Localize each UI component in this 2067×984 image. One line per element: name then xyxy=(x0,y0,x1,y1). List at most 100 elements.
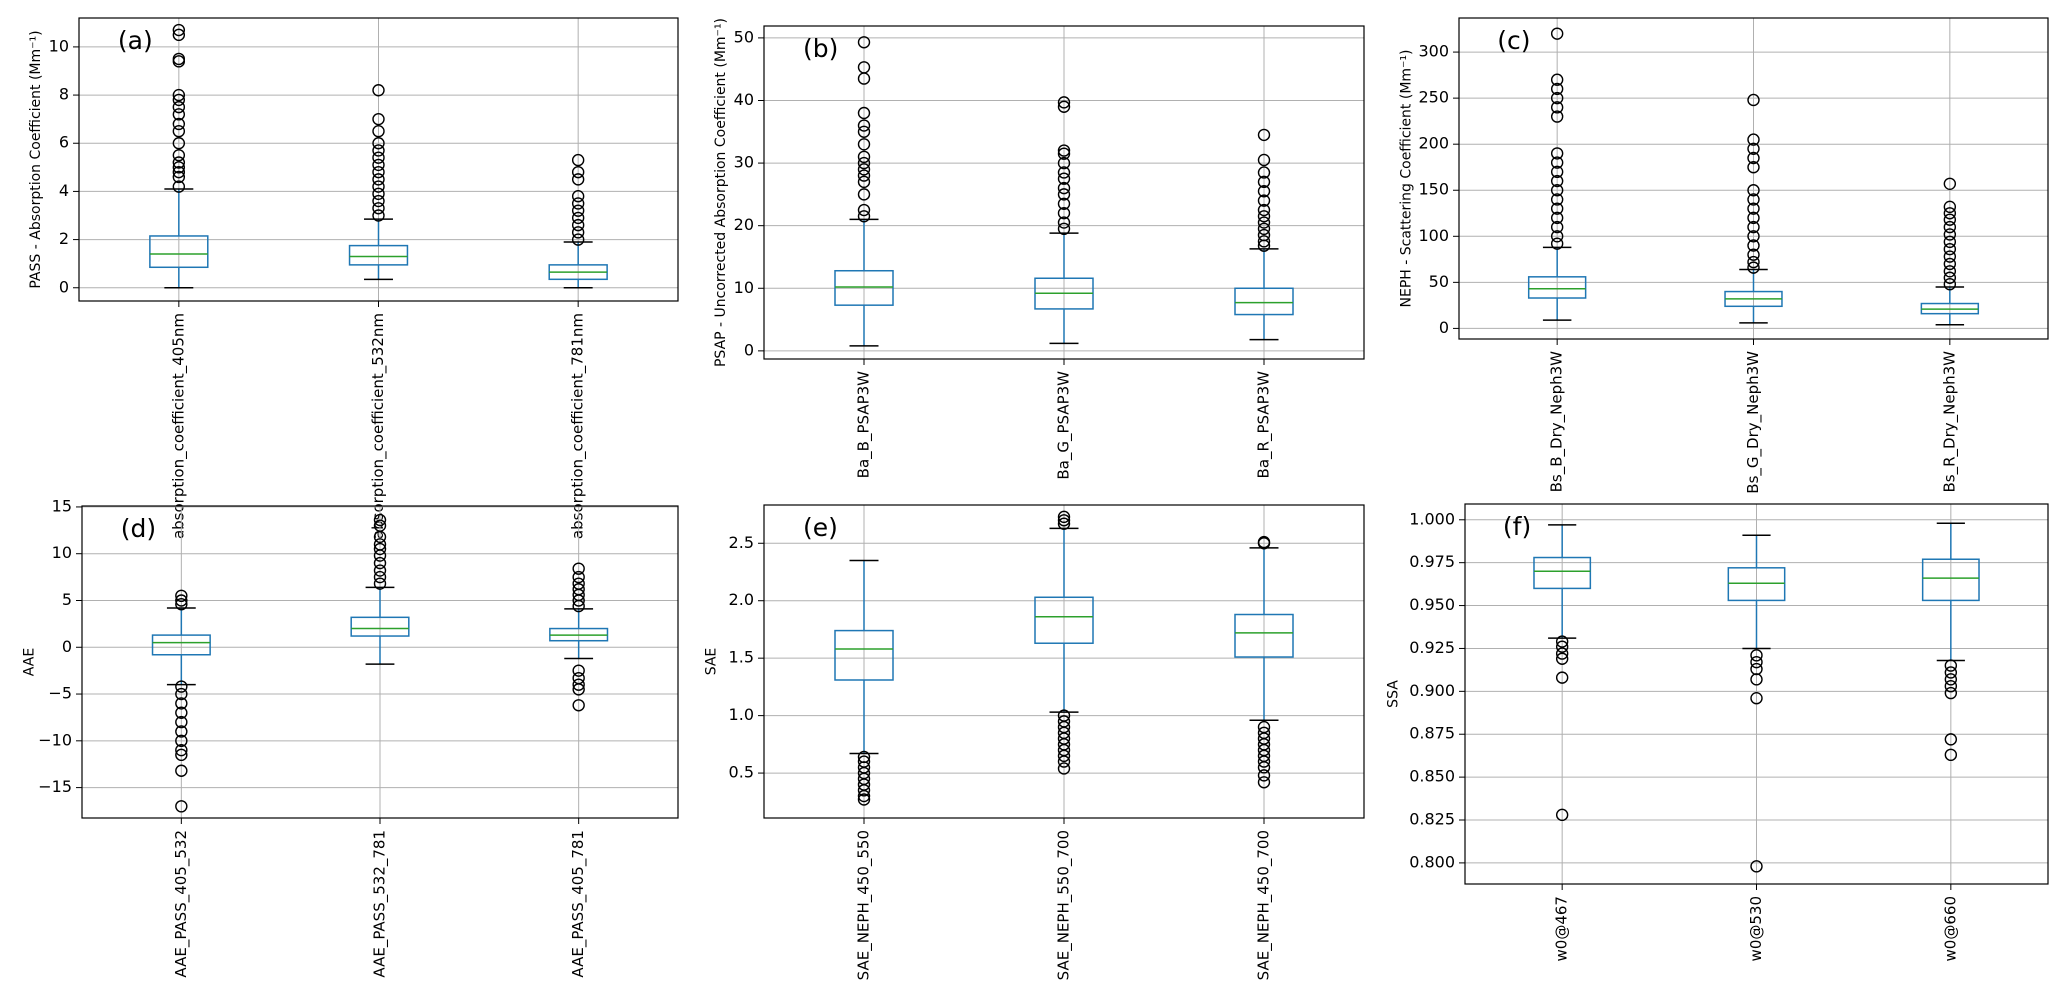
y-tick-label: −10 xyxy=(38,730,72,749)
flier xyxy=(1550,91,1564,105)
flier xyxy=(1057,156,1071,170)
flier xyxy=(1750,655,1763,669)
flier xyxy=(571,190,585,203)
box xyxy=(149,235,209,269)
x-tick-label: absorption_coefficient_405nm xyxy=(169,313,188,539)
flier xyxy=(1550,211,1564,225)
flier xyxy=(1747,261,1760,274)
flier xyxy=(372,84,385,97)
flier xyxy=(175,697,188,710)
y-tick-label: 0 xyxy=(62,637,72,656)
flier xyxy=(172,156,186,169)
flier xyxy=(175,715,188,729)
flier xyxy=(857,36,871,49)
flier xyxy=(175,748,188,762)
flier xyxy=(372,144,385,157)
flier xyxy=(571,218,585,232)
flier xyxy=(175,687,188,701)
flier xyxy=(372,158,385,172)
y-axis-label: NEPH - Scattering Coefficient (Mm⁻¹) xyxy=(1399,50,1415,308)
y-tick-label: −15 xyxy=(38,777,72,796)
axes-frame xyxy=(81,505,679,819)
flier xyxy=(1257,228,1271,242)
flier xyxy=(1057,197,1071,210)
flier xyxy=(1257,185,1271,198)
flier xyxy=(1943,177,1957,190)
y-tick-label: 0.900 xyxy=(1409,681,1455,700)
y-tick-label: 0 xyxy=(744,340,754,359)
flier xyxy=(857,119,871,132)
flier xyxy=(1057,715,1071,728)
flier xyxy=(1550,193,1564,206)
y-axis-label: SAE xyxy=(704,648,720,676)
flier xyxy=(1057,172,1071,185)
flier xyxy=(1550,174,1564,188)
y-tick-label: 100 xyxy=(1418,226,1449,245)
x-tick-label: AAE_PASS_405_781 xyxy=(569,830,588,978)
flier xyxy=(857,61,871,74)
flier xyxy=(1747,93,1760,107)
flier xyxy=(1057,222,1071,236)
flier xyxy=(372,180,385,193)
flier xyxy=(1550,110,1564,123)
x-tick-label: Bs_R_Dry_Neph3W xyxy=(1940,351,1959,493)
y-tick-label: 2 xyxy=(59,229,69,248)
flier xyxy=(1747,161,1760,174)
y-tick-label: 2.5 xyxy=(729,533,754,552)
flier xyxy=(1257,222,1271,236)
flier xyxy=(175,734,188,748)
flier xyxy=(1057,517,1071,530)
x-tick-label: Bs_B_Dry_Neph3W xyxy=(1548,351,1567,493)
flier xyxy=(372,112,385,126)
flier xyxy=(571,173,585,186)
flier xyxy=(857,755,871,768)
flier xyxy=(1257,166,1271,179)
flier xyxy=(1057,762,1071,775)
axes-frame xyxy=(1464,503,2049,885)
y-tick-label: 2.0 xyxy=(729,590,754,609)
box xyxy=(1234,287,1294,316)
flier xyxy=(1057,709,1071,722)
y-tick-label: 40 xyxy=(734,90,754,109)
x-tick-label: absorption_coefficient_781nm xyxy=(569,313,588,539)
flier xyxy=(857,750,871,764)
flier xyxy=(857,169,871,182)
flier xyxy=(372,209,385,222)
flier xyxy=(172,161,186,174)
panel: 0 50 100 150 200 250 300 Bs_B_Dry_Neph3W Bs_G_Dr… xyxy=(1399,17,2049,494)
box xyxy=(1727,567,1786,602)
flier xyxy=(1057,181,1071,195)
flier xyxy=(1943,242,1957,256)
flier xyxy=(1257,175,1271,189)
panel-label: (f) xyxy=(1503,512,1531,541)
y-tick-label: 30 xyxy=(734,153,754,172)
flier xyxy=(1943,257,1957,271)
flier xyxy=(1747,142,1760,155)
flier xyxy=(571,226,585,239)
axes-frame xyxy=(1458,17,2049,340)
flier xyxy=(1944,673,1958,686)
flier xyxy=(175,725,188,738)
panel: 0.5 1.0 1.5 2.0 2.5 SAE_NEPH_450_550 SAE_NEPH_… xyxy=(704,504,1365,980)
flier xyxy=(1943,228,1957,241)
flier xyxy=(1550,202,1564,215)
flier xyxy=(1943,235,1957,249)
axes-frame xyxy=(763,25,1365,360)
y-tick-label: 0.850 xyxy=(1409,767,1455,786)
box xyxy=(834,629,894,681)
flier xyxy=(1943,220,1957,234)
flier xyxy=(1944,686,1958,700)
flier xyxy=(1057,96,1071,109)
x-tick-label: Ba_G_PSAP3W xyxy=(1055,371,1074,480)
y-tick-label: 10 xyxy=(734,278,754,297)
panel-label: (c) xyxy=(1497,26,1530,55)
flier xyxy=(372,202,385,215)
flier xyxy=(1550,101,1564,114)
flier xyxy=(1943,200,1957,214)
flier xyxy=(372,173,385,186)
flier xyxy=(1747,220,1760,234)
flier xyxy=(1057,188,1071,201)
flier xyxy=(572,683,585,696)
flier xyxy=(373,564,387,577)
flier xyxy=(1057,216,1071,229)
